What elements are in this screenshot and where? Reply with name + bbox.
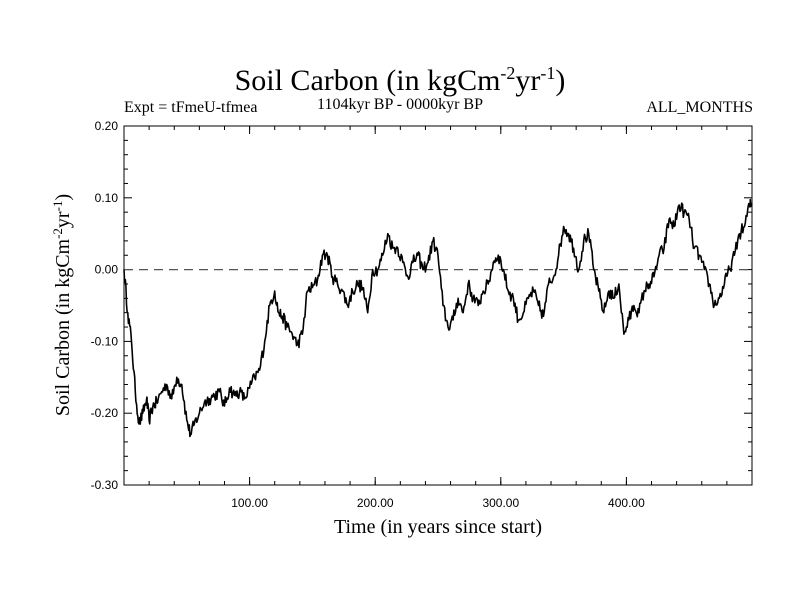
y-axis-label: Soil Carbon (in kgCm-2yr-1): [50, 194, 74, 416]
ylabel-close: ): [52, 194, 74, 201]
period-label: 1104kyr BP - 0000kyr BP: [317, 96, 483, 113]
months-label: ALL_MONTHS: [646, 99, 753, 116]
chart-title: Soil Carbon (in kgCm-2yr-1): [0, 55, 800, 99]
title-sup-2: -1: [540, 63, 556, 83]
x-tick-label: 400.00: [608, 496, 645, 510]
y-tick-label: 0.20: [95, 119, 119, 133]
x-tick-label: 200.00: [357, 496, 394, 510]
title-main: Soil Carbon (in kgCm: [234, 64, 501, 97]
y-tick-label: -0.20: [91, 406, 119, 420]
ylabel-sup-2: -1: [50, 201, 65, 212]
ylabel-main: Soil Carbon (in kgCm: [52, 238, 74, 416]
y-tick-label: 0.00: [95, 263, 119, 277]
y-tick-label: -0.10: [91, 334, 119, 348]
title-close: ): [555, 64, 566, 97]
ylabel-mid: yr: [52, 211, 74, 228]
series-line-soil-carbon: [123, 198, 753, 438]
x-tick-label: 100.00: [231, 496, 268, 510]
ylabel-sup-1: -2: [50, 228, 65, 239]
x-axis-label: Time (in years since start): [334, 516, 542, 538]
title-sup-1: -2: [500, 63, 516, 83]
experiment-label: Expt = tFmeU-tfmea: [124, 99, 258, 116]
x-tick-label: 300.00: [482, 496, 519, 510]
y-tick-label: 0.10: [95, 191, 119, 205]
y-tick-label: -0.30: [91, 478, 119, 492]
plot-frame: [123, 125, 753, 486]
title-mid: yr: [515, 64, 541, 97]
